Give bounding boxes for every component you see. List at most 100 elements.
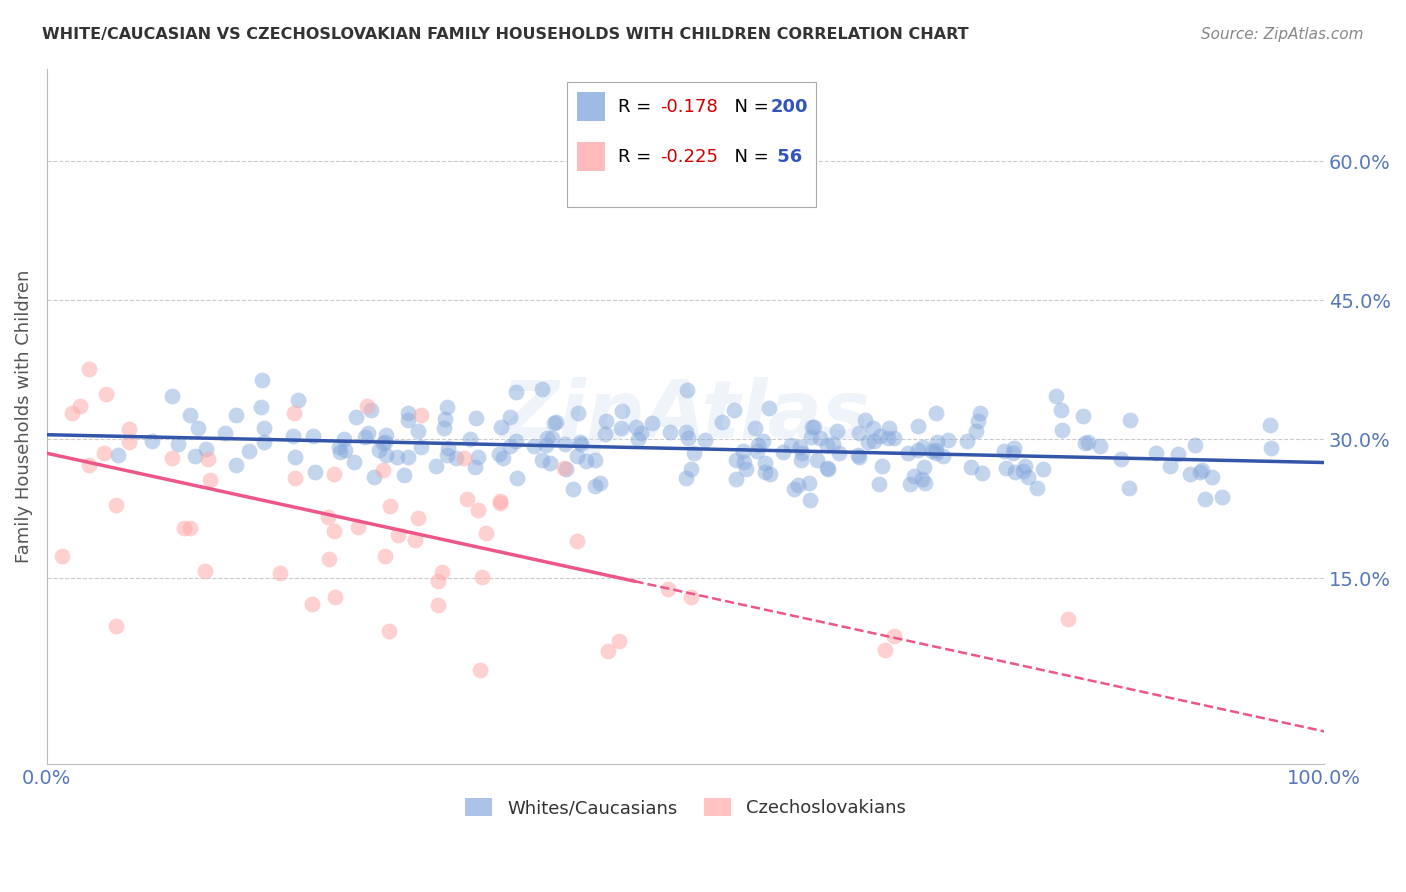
Point bbox=[907, 419, 929, 434]
Point bbox=[789, 453, 811, 467]
Point bbox=[409, 440, 432, 454]
Point bbox=[436, 400, 458, 414]
Point bbox=[553, 461, 575, 475]
Point bbox=[167, 437, 190, 451]
Point bbox=[287, 392, 309, 407]
Text: N =: N = bbox=[723, 148, 775, 166]
Point bbox=[710, 415, 733, 429]
Point bbox=[427, 574, 450, 588]
Point bbox=[1260, 441, 1282, 455]
Point bbox=[283, 428, 305, 442]
Point bbox=[453, 450, 475, 465]
Point bbox=[304, 465, 326, 479]
Point bbox=[464, 411, 486, 425]
Point bbox=[1077, 434, 1099, 449]
Point bbox=[869, 429, 891, 443]
Point bbox=[318, 552, 340, 566]
Point bbox=[385, 450, 408, 464]
Point bbox=[343, 455, 366, 469]
Point bbox=[368, 443, 391, 458]
Point bbox=[925, 446, 948, 460]
Text: -0.225: -0.225 bbox=[659, 148, 718, 166]
Point bbox=[877, 431, 900, 445]
Point bbox=[489, 420, 512, 434]
Point bbox=[1012, 464, 1035, 478]
Point bbox=[530, 453, 553, 467]
Point bbox=[682, 446, 704, 460]
Point bbox=[356, 399, 378, 413]
Point bbox=[927, 435, 949, 450]
Point bbox=[870, 458, 893, 473]
Point bbox=[360, 402, 382, 417]
Point bbox=[374, 434, 396, 449]
Point bbox=[754, 465, 776, 479]
Point bbox=[1002, 446, 1025, 460]
Point bbox=[1002, 441, 1025, 455]
Point bbox=[972, 466, 994, 480]
Point bbox=[627, 432, 650, 446]
Point bbox=[1188, 465, 1211, 479]
Point bbox=[531, 382, 554, 396]
Point bbox=[877, 421, 900, 435]
Text: R =: R = bbox=[617, 98, 657, 116]
Point bbox=[1184, 438, 1206, 452]
Point bbox=[105, 618, 128, 632]
Point bbox=[464, 459, 486, 474]
Point bbox=[744, 421, 766, 435]
Point bbox=[1167, 447, 1189, 461]
Text: ZipAtlas: ZipAtlas bbox=[501, 377, 870, 455]
Point bbox=[925, 406, 948, 420]
Point bbox=[786, 478, 808, 492]
Point bbox=[396, 413, 419, 427]
Point bbox=[433, 421, 456, 435]
Point bbox=[93, 446, 115, 460]
Point bbox=[371, 463, 394, 477]
Point bbox=[607, 633, 630, 648]
Point bbox=[747, 438, 769, 452]
Point bbox=[347, 520, 370, 534]
Point bbox=[567, 406, 589, 420]
Point bbox=[925, 442, 948, 457]
Point bbox=[806, 453, 828, 467]
Point bbox=[815, 461, 838, 475]
Point bbox=[252, 373, 274, 387]
Point bbox=[378, 499, 401, 513]
Point bbox=[506, 470, 529, 484]
Point bbox=[253, 421, 276, 435]
Point bbox=[437, 441, 460, 455]
Point bbox=[912, 460, 935, 475]
Point bbox=[333, 442, 356, 457]
Point bbox=[432, 565, 454, 579]
Point bbox=[1026, 481, 1049, 495]
Point bbox=[630, 425, 652, 440]
Point bbox=[817, 462, 839, 476]
Point bbox=[409, 408, 432, 422]
Point bbox=[406, 511, 429, 525]
Point bbox=[725, 453, 748, 467]
Point bbox=[583, 453, 606, 467]
Point bbox=[523, 439, 546, 453]
Point bbox=[641, 416, 664, 430]
Point bbox=[253, 434, 276, 449]
Point bbox=[1032, 461, 1054, 475]
Point bbox=[956, 434, 979, 448]
Point bbox=[499, 439, 522, 453]
Point bbox=[848, 450, 870, 465]
Point bbox=[675, 425, 697, 440]
Point bbox=[427, 598, 450, 612]
Point bbox=[921, 443, 943, 458]
Point bbox=[565, 533, 588, 548]
Point bbox=[187, 421, 209, 435]
Point bbox=[747, 443, 769, 458]
Point bbox=[1004, 465, 1026, 479]
Point bbox=[612, 404, 634, 418]
Point bbox=[467, 503, 489, 517]
Point bbox=[561, 482, 583, 496]
Point bbox=[344, 410, 367, 425]
Point bbox=[883, 431, 905, 445]
Point bbox=[197, 452, 219, 467]
Point bbox=[583, 479, 606, 493]
Point bbox=[375, 448, 398, 462]
Point bbox=[371, 435, 394, 450]
Point bbox=[357, 425, 380, 440]
